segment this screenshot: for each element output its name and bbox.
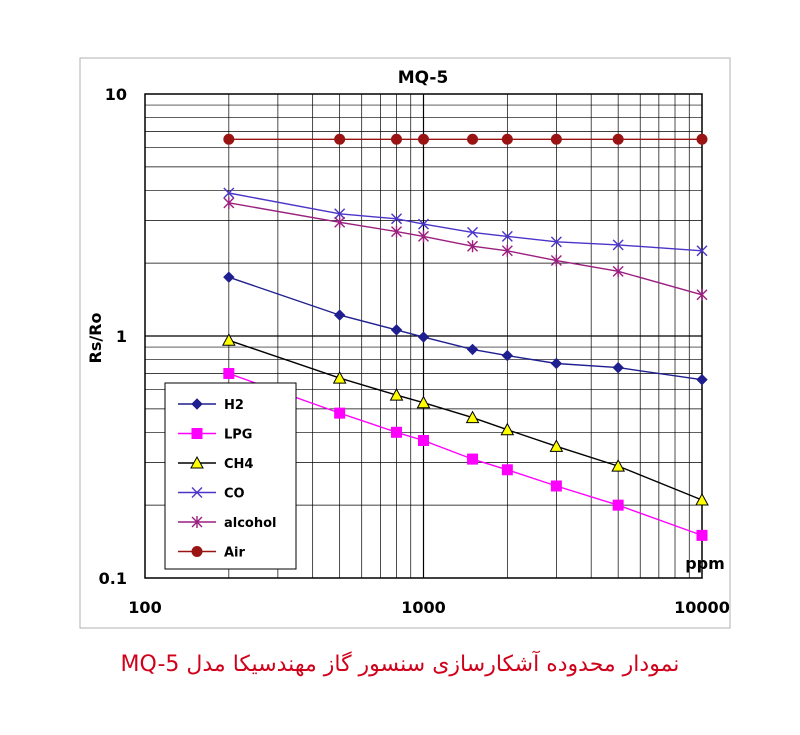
- data-point-marker: [612, 239, 624, 251]
- data-point-marker: [417, 331, 430, 343]
- data-point-marker: [467, 453, 479, 465]
- series-alcohol: [223, 196, 708, 301]
- data-point-marker: [416, 395, 431, 409]
- series-h2: [223, 271, 708, 386]
- legend-label: CH4: [224, 457, 253, 472]
- persian-caption: نمودار محدوده آشکارسازی سنسور گاز مهندسی…: [120, 652, 680, 677]
- legend-item-h2: H2: [178, 398, 244, 413]
- data-point-marker: [467, 133, 479, 145]
- y-axis-label: Rs/Ro: [86, 312, 105, 363]
- data-point-marker: [465, 410, 480, 424]
- data-point-marker: [467, 240, 479, 253]
- x-tick-label: 1000: [401, 598, 446, 617]
- data-point-marker: [696, 373, 708, 386]
- data-point-marker: [334, 208, 346, 220]
- data-point-marker: [223, 271, 235, 283]
- data-point-marker: [391, 213, 403, 225]
- data-point-marker: [550, 254, 562, 267]
- data-point-marker: [418, 218, 429, 230]
- plot-area-border: [144, 93, 703, 579]
- data-point-marker: [612, 361, 624, 374]
- data-point-marker: [550, 357, 563, 370]
- data-point-marker: [334, 216, 346, 229]
- data-point-marker: [501, 230, 513, 242]
- x-tick-label: 10000: [674, 598, 730, 617]
- legend-label: Air: [224, 546, 246, 561]
- data-point-marker: [550, 236, 562, 248]
- data-point-marker: [696, 288, 708, 301]
- data-point-marker: [333, 309, 346, 321]
- data-point-marker: [223, 133, 235, 145]
- chart-title: MQ-5: [398, 68, 449, 88]
- data-point-marker: [221, 333, 236, 346]
- legend-label: H2: [224, 398, 244, 413]
- data-point-marker: [501, 244, 513, 257]
- series-layer: [221, 133, 709, 541]
- x-tick-label: 100: [128, 598, 161, 617]
- series-ch4: [221, 333, 709, 506]
- data-point-marker: [191, 516, 203, 528]
- data-point-marker: [418, 133, 429, 145]
- data-point-marker: [223, 196, 235, 209]
- data-point-marker: [612, 133, 624, 145]
- data-point-marker: [612, 265, 624, 278]
- data-point-marker: [332, 371, 347, 384]
- data-point-marker: [418, 434, 429, 446]
- data-point-marker: [191, 487, 203, 498]
- legend-item-air: Air: [178, 546, 246, 561]
- legend-box: [164, 382, 297, 570]
- data-point-marker: [501, 133, 513, 145]
- legend-item-ch4: CH4: [178, 455, 253, 472]
- legend-item-alcohol: alcohol: [178, 516, 277, 531]
- y-tick-label: 10: [105, 85, 127, 104]
- data-point-marker: [191, 398, 203, 410]
- series-co: [223, 187, 708, 257]
- legend: H2 LPG CH4 CO alcohol Air: [164, 382, 297, 570]
- data-point-marker: [695, 492, 709, 506]
- data-point-marker: [467, 226, 479, 238]
- x-axis-label: ppm: [685, 554, 725, 573]
- data-point-marker: [696, 133, 708, 145]
- y-tick-label: 0.1: [99, 569, 127, 588]
- data-point-marker: [223, 367, 235, 379]
- data-point-marker: [611, 459, 626, 472]
- data-point-marker: [190, 455, 204, 469]
- legend-item-lpg: LPG: [178, 428, 252, 443]
- series-air: [223, 133, 708, 145]
- data-point-marker: [549, 439, 564, 452]
- data-point-marker: [389, 388, 404, 401]
- data-point-marker: [500, 422, 515, 436]
- legend-label: CO: [224, 487, 245, 502]
- data-point-marker: [223, 187, 235, 199]
- data-point-marker: [696, 245, 708, 257]
- legend-item-co: CO: [178, 487, 245, 502]
- data-point-marker: [390, 324, 403, 336]
- y-tick-label: 1: [116, 327, 127, 346]
- data-point-marker: [466, 343, 479, 356]
- data-point-marker: [191, 546, 203, 557]
- data-point-marker: [696, 529, 708, 541]
- data-point-marker: [334, 407, 346, 419]
- data-point-marker: [550, 133, 562, 145]
- series-lpg: [223, 367, 708, 541]
- data-point-marker: [612, 499, 624, 511]
- data-point-marker: [391, 426, 403, 438]
- legend-label: LPG: [224, 428, 252, 443]
- data-point-marker: [391, 225, 403, 238]
- data-point-marker: [334, 133, 346, 145]
- legend-label: alcohol: [224, 516, 277, 531]
- data-point-marker: [391, 133, 403, 145]
- data-point-marker: [191, 428, 203, 439]
- data-point-marker: [418, 230, 429, 243]
- data-point-marker: [501, 349, 514, 362]
- data-point-marker: [550, 480, 562, 492]
- data-point-marker: [501, 464, 513, 476]
- tick-labels: 100 1000 10000 10 1 0.1: [99, 85, 730, 617]
